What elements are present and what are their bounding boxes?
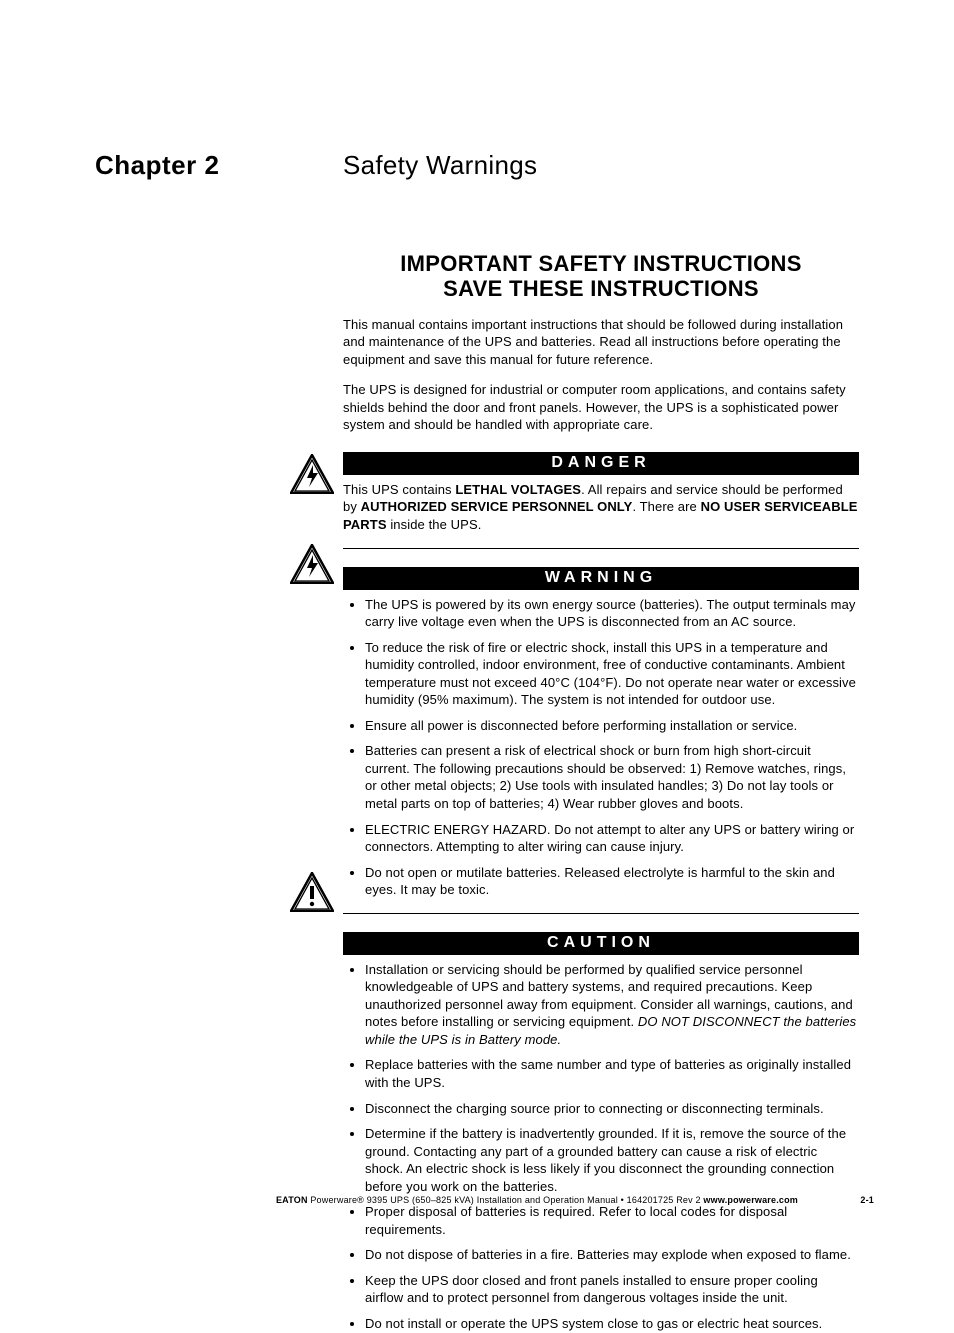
danger-section: DANGER This UPS contains LETHAL VOLTAGES… (343, 452, 859, 549)
warning-item: Batteries can present a risk of electric… (365, 742, 859, 812)
warning-section: WARNING The UPS is powered by its own en… (343, 567, 859, 914)
warning-item: Ensure all power is disconnected before … (365, 717, 859, 735)
caution-item: Disconnect the charging source prior to … (365, 1100, 859, 1118)
warning-item: To reduce the risk of fire or electric s… (365, 639, 859, 709)
exclamation-triangle-icon (290, 872, 334, 912)
main-heading-line1: IMPORTANT SAFETY INSTRUCTIONS (400, 251, 801, 276)
main-heading-line2: SAVE THESE INSTRUCTIONS (443, 276, 759, 301)
chapter-header: Chapter 2 Safety Warnings (95, 150, 859, 181)
danger-bold-1: LETHAL VOLTAGES (455, 482, 581, 497)
warning-body: The UPS is powered by its own energy sou… (343, 596, 859, 899)
caution-item: Installation or servicing should be perf… (365, 961, 859, 1049)
danger-bold-2: AUTHORIZED SERVICE PERSONNEL ONLY (361, 499, 633, 514)
caution-item: Determine if the battery is inadvertentl… (365, 1125, 859, 1195)
lightning-triangle-icon (290, 544, 334, 584)
intro-paragraph-2: The UPS is designed for industrial or co… (343, 381, 859, 434)
intro-paragraph-1: This manual contains important instructi… (343, 316, 859, 369)
danger-text-pre: This UPS contains (343, 482, 455, 497)
footer-brand: EATON (276, 1195, 308, 1205)
chapter-title: Safety Warnings (343, 150, 537, 181)
footer-url: www.powerware.com (703, 1195, 798, 1205)
footer: EATON Powerware® 9395 UPS (650–825 kVA) … (200, 1195, 874, 1205)
caution-item: Do not dispose of batteries in a fire. B… (365, 1246, 859, 1264)
chapter-label: Chapter 2 (95, 150, 343, 181)
danger-body: This UPS contains LETHAL VOLTAGES. All r… (343, 481, 859, 534)
main-heading: IMPORTANT SAFETY INSTRUCTIONS SAVE THESE… (343, 251, 859, 302)
danger-text-mid2: . There are (632, 499, 700, 514)
content-column: IMPORTANT SAFETY INSTRUCTIONS SAVE THESE… (343, 251, 859, 1333)
warning-item: The UPS is powered by its own energy sou… (365, 596, 859, 631)
warning-list: The UPS is powered by its own energy sou… (343, 596, 859, 899)
danger-text-post: inside the UPS. (387, 517, 482, 532)
lightning-triangle-icon (290, 454, 334, 494)
divider (343, 548, 859, 549)
caution-bar: CAUTION (343, 932, 859, 955)
caution-item: Do not install or operate the UPS system… (365, 1315, 859, 1333)
warning-item: Do not open or mutilate batteries. Relea… (365, 864, 859, 899)
caution-item: Keep the UPS door closed and front panel… (365, 1272, 859, 1307)
footer-page-number: 2-1 (860, 1195, 874, 1205)
warning-bar: WARNING (343, 567, 859, 590)
danger-bar: DANGER (343, 452, 859, 475)
caution-item: Proper disposal of batteries is required… (365, 1203, 859, 1238)
caution-item: Replace batteries with the same number a… (365, 1056, 859, 1091)
footer-mid1: Powerware® 9395 UPS (650–825 kVA) Instal… (308, 1195, 621, 1205)
page: Chapter 2 Safety Warnings IMPORTANT SAFE… (0, 0, 954, 1235)
caution-list: Installation or servicing should be perf… (343, 961, 859, 1333)
footer-mid2: 164201725 Rev 2 (624, 1195, 703, 1205)
caution-body: Installation or servicing should be perf… (343, 961, 859, 1333)
caution-section: CAUTION Installation or servicing should… (343, 932, 859, 1333)
divider (343, 913, 859, 914)
warning-item: ELECTRIC ENERGY HAZARD. Do not attempt t… (365, 821, 859, 856)
